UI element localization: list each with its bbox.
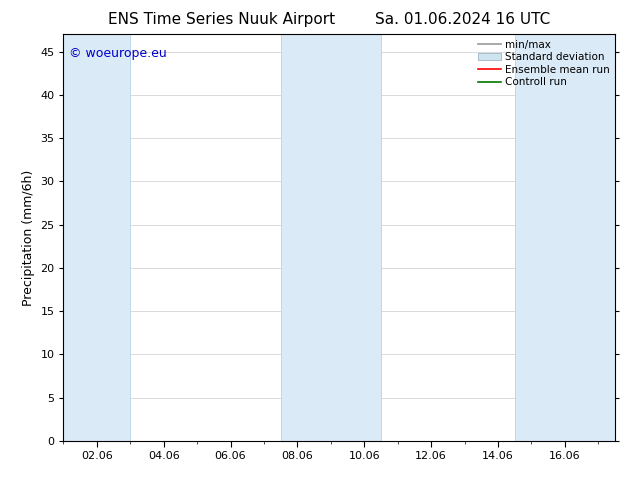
Text: ENS Time Series Nuuk Airport: ENS Time Series Nuuk Airport (108, 12, 335, 27)
Y-axis label: Precipitation (mm/6h): Precipitation (mm/6h) (22, 170, 35, 306)
Bar (281, 34, 381, 441)
Text: © woeurope.eu: © woeurope.eu (69, 47, 167, 59)
Bar (63, 34, 130, 441)
Bar (515, 34, 615, 441)
Legend: min/max, Standard deviation, Ensemble mean run, Controll run: min/max, Standard deviation, Ensemble me… (476, 37, 612, 89)
Text: Sa. 01.06.2024 16 UTC: Sa. 01.06.2024 16 UTC (375, 12, 550, 27)
